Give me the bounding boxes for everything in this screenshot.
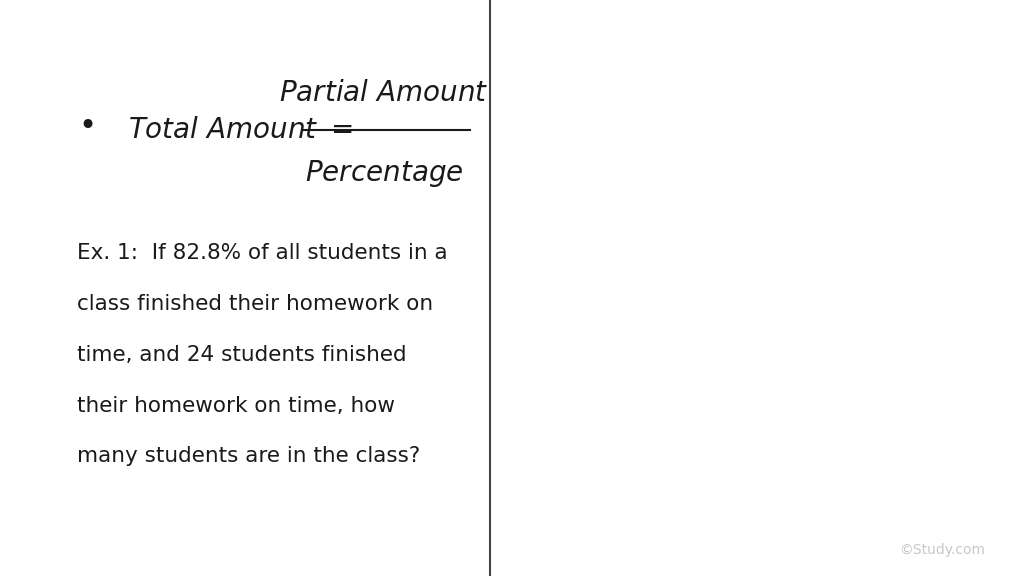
Text: many students are in the class?: many students are in the class? (77, 446, 420, 466)
Text: ©Study.com: ©Study.com (899, 543, 985, 557)
Text: class finished their homework on: class finished their homework on (77, 294, 433, 314)
Text: $\mathit{Total\ Amount\ =}$: $\mathit{Total\ Amount\ =}$ (128, 116, 352, 143)
Text: Ex. 1:  If 82.8% of all students in a: Ex. 1: If 82.8% of all students in a (77, 244, 447, 263)
Text: •: • (78, 112, 96, 141)
Text: $\mathit{Percentage}$: $\mathit{Percentage}$ (305, 158, 463, 190)
Text: $\mathit{Partial\ Amount}$: $\mathit{Partial\ Amount}$ (280, 78, 488, 107)
Text: time, and 24 students finished: time, and 24 students finished (77, 345, 407, 365)
Text: their homework on time, how: their homework on time, how (77, 396, 395, 415)
